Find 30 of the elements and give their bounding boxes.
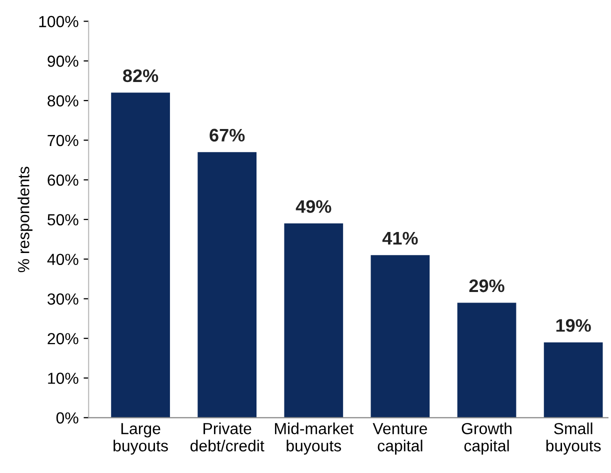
bar [198,152,257,418]
data-label: 67% [210,128,245,142]
x-tick-label: Mid-market buyouts [275,422,354,455]
y-tick-label: 0% [56,412,78,424]
y-tick-label: 40% [47,254,78,266]
y-axis-title: % respondents [18,166,32,272]
y-tick-label: 30% [48,293,78,305]
x-tick-label: Large buyouts [114,423,168,455]
y-tick-label: 90% [48,56,78,67]
y-tick-label: 100% [39,16,78,28]
bar [544,342,603,418]
y-tick-label: 70% [48,134,78,146]
bar [111,92,170,418]
data-label: 82% [123,69,158,82]
bar [370,255,430,418]
data-label: 29% [469,279,504,292]
y-tick-label: 50% [48,214,78,226]
bar [284,223,344,418]
data-label: 41% [382,232,418,245]
data-label: 19% [556,319,591,332]
y-tick-label: 80% [48,95,78,107]
bar [457,302,516,418]
data-label: 49% [296,200,332,213]
y-tick-label: 20% [48,333,78,344]
x-tick-label: Private debt/credit [190,422,264,452]
x-tick-label: Venture capital [372,423,428,455]
x-tick-label: Small buyouts [546,422,601,455]
x-tick-label: Growth capital [462,422,512,455]
y-tick-label: 10% [48,372,78,384]
y-tick-label: 60% [48,174,78,186]
